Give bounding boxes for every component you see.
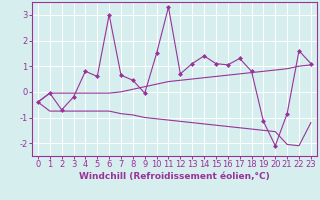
X-axis label: Windchill (Refroidissement éolien,°C): Windchill (Refroidissement éolien,°C): [79, 172, 270, 181]
